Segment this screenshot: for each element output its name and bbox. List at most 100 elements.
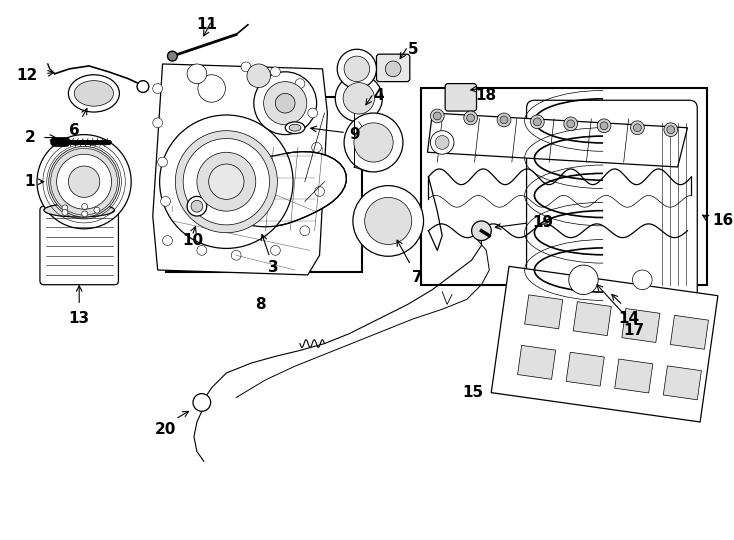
Circle shape	[467, 114, 475, 122]
Circle shape	[631, 121, 644, 134]
Text: 3: 3	[261, 234, 279, 275]
Circle shape	[315, 187, 324, 197]
Text: 10: 10	[182, 233, 203, 248]
Text: 17: 17	[623, 323, 644, 338]
FancyBboxPatch shape	[377, 54, 410, 82]
Circle shape	[231, 251, 241, 260]
Circle shape	[433, 112, 441, 120]
Circle shape	[472, 221, 491, 240]
Text: 20: 20	[155, 422, 176, 437]
Circle shape	[187, 197, 207, 216]
Circle shape	[308, 108, 318, 118]
Circle shape	[300, 226, 310, 235]
Text: 11: 11	[196, 17, 217, 32]
Polygon shape	[427, 113, 688, 167]
Circle shape	[167, 51, 178, 61]
FancyBboxPatch shape	[445, 84, 476, 111]
Circle shape	[208, 164, 244, 199]
Circle shape	[197, 152, 255, 211]
Circle shape	[353, 186, 424, 256]
Circle shape	[500, 116, 508, 124]
Circle shape	[193, 394, 211, 411]
Bar	[421, 89, 707, 285]
Circle shape	[162, 235, 172, 246]
Circle shape	[344, 113, 403, 172]
Text: 5: 5	[407, 42, 418, 57]
Circle shape	[137, 80, 149, 92]
Circle shape	[175, 131, 277, 233]
Circle shape	[62, 210, 68, 215]
Circle shape	[247, 64, 271, 87]
Polygon shape	[153, 64, 327, 275]
Circle shape	[534, 118, 541, 126]
Circle shape	[344, 56, 370, 82]
Text: 12: 12	[17, 68, 38, 83]
Circle shape	[48, 146, 120, 217]
Text: 9: 9	[349, 127, 360, 142]
Circle shape	[271, 67, 280, 77]
Circle shape	[354, 123, 393, 162]
Text: 6: 6	[69, 123, 80, 138]
Circle shape	[633, 124, 642, 132]
Polygon shape	[525, 295, 563, 329]
Polygon shape	[566, 352, 604, 386]
Circle shape	[667, 126, 675, 133]
Circle shape	[430, 109, 444, 123]
Text: 19: 19	[532, 215, 553, 231]
Circle shape	[531, 115, 544, 129]
Text: 18: 18	[476, 89, 497, 104]
Circle shape	[385, 61, 401, 77]
Polygon shape	[664, 366, 702, 400]
Circle shape	[271, 246, 280, 255]
Text: 2: 2	[24, 130, 35, 145]
Text: 7: 7	[413, 270, 423, 285]
Circle shape	[597, 119, 611, 133]
Polygon shape	[491, 266, 718, 422]
Circle shape	[37, 134, 131, 229]
Circle shape	[187, 64, 207, 84]
Circle shape	[81, 204, 87, 210]
Text: 1: 1	[24, 174, 44, 189]
FancyBboxPatch shape	[526, 100, 697, 307]
Circle shape	[161, 197, 170, 206]
Polygon shape	[622, 308, 660, 342]
Circle shape	[153, 118, 162, 128]
Circle shape	[158, 157, 167, 167]
Text: 8: 8	[255, 298, 266, 313]
Circle shape	[198, 75, 225, 102]
Circle shape	[68, 166, 100, 198]
Circle shape	[664, 123, 677, 137]
Circle shape	[365, 198, 412, 245]
Polygon shape	[517, 346, 556, 379]
Polygon shape	[185, 152, 346, 227]
Circle shape	[264, 82, 307, 125]
Text: 15: 15	[462, 385, 484, 400]
Circle shape	[94, 207, 100, 213]
Circle shape	[312, 143, 321, 152]
Circle shape	[569, 265, 598, 294]
Circle shape	[497, 113, 511, 127]
Text: 4: 4	[373, 89, 384, 104]
Circle shape	[153, 84, 162, 93]
Text: 14: 14	[618, 311, 639, 326]
Circle shape	[159, 115, 293, 248]
FancyBboxPatch shape	[40, 206, 118, 285]
Circle shape	[564, 117, 578, 131]
Circle shape	[57, 154, 112, 209]
Circle shape	[191, 200, 203, 212]
Circle shape	[337, 49, 377, 89]
Circle shape	[275, 93, 295, 113]
Text: 16: 16	[712, 213, 733, 228]
Circle shape	[430, 131, 454, 154]
Circle shape	[295, 79, 305, 89]
Polygon shape	[573, 302, 611, 336]
Circle shape	[343, 83, 374, 114]
Ellipse shape	[44, 203, 115, 217]
Circle shape	[81, 211, 87, 217]
Ellipse shape	[68, 75, 120, 112]
Circle shape	[184, 139, 269, 225]
Circle shape	[600, 122, 608, 130]
Circle shape	[567, 120, 575, 128]
Bar	[166, 97, 362, 272]
Polygon shape	[670, 315, 708, 349]
